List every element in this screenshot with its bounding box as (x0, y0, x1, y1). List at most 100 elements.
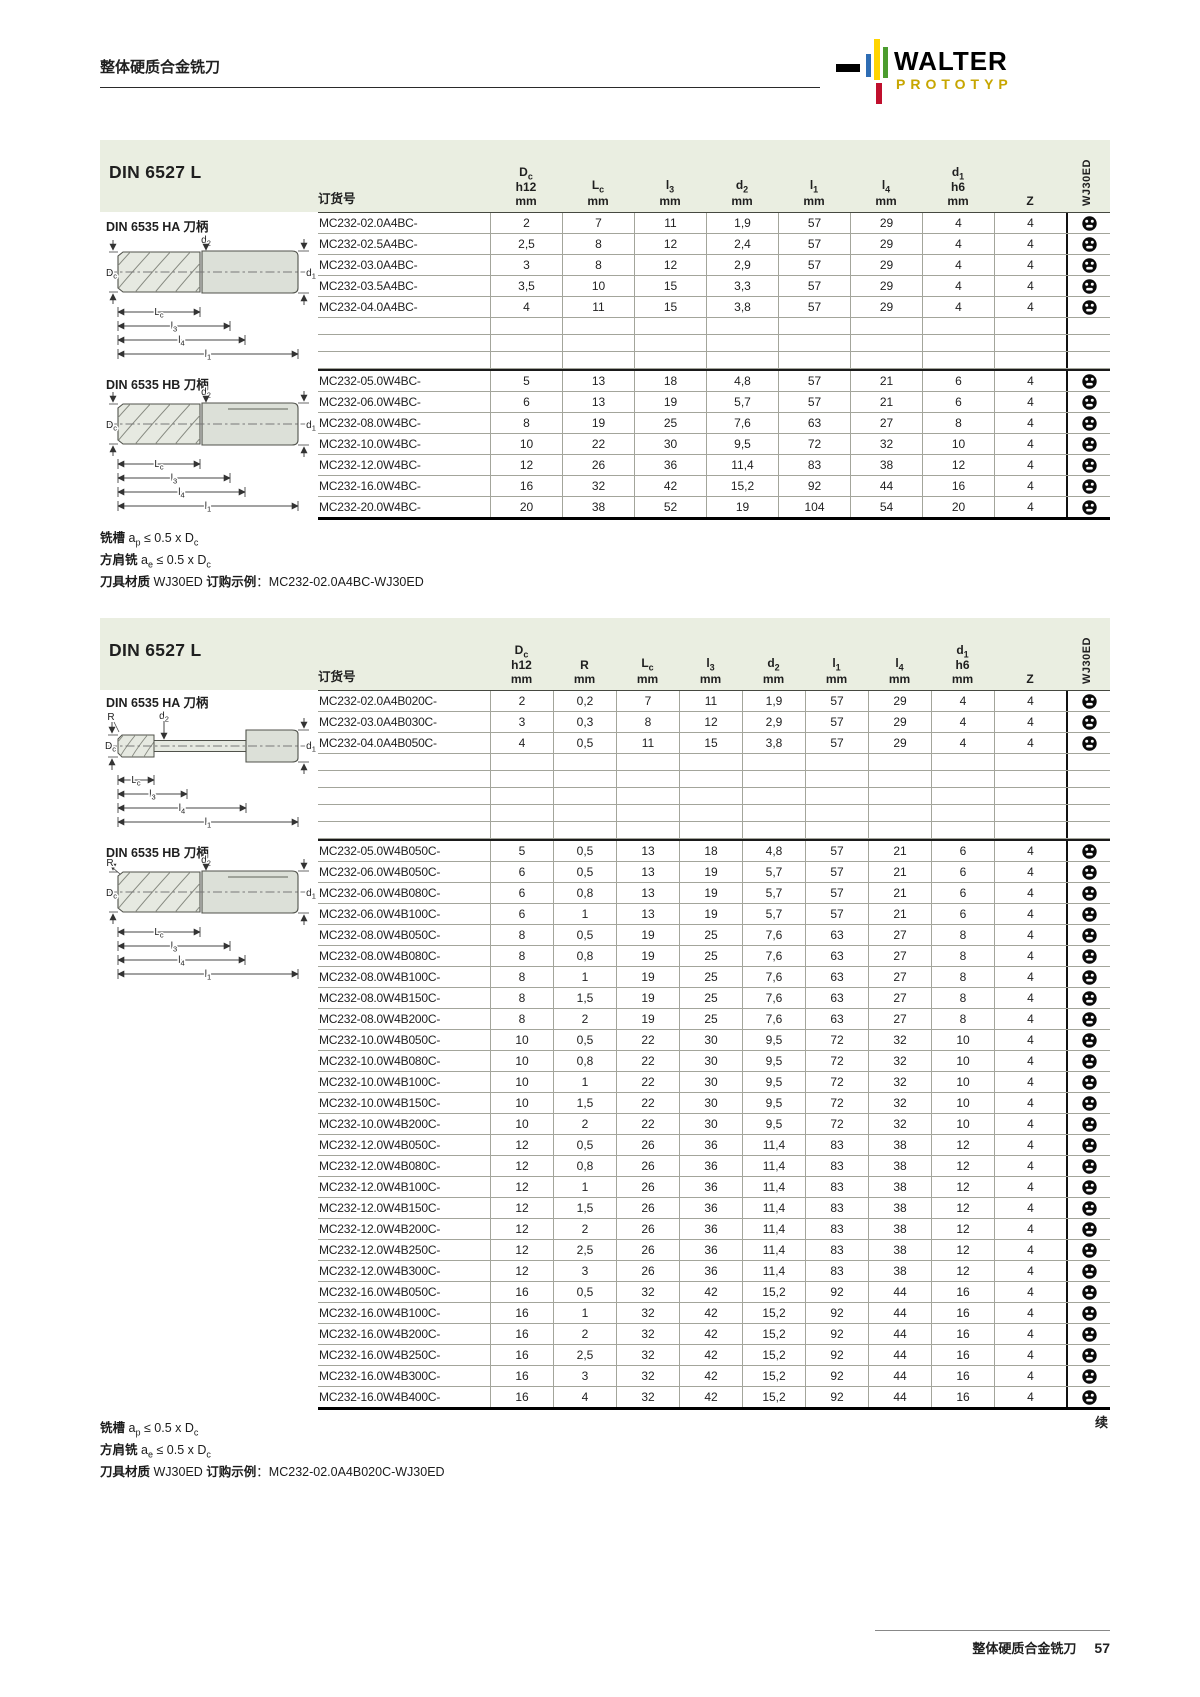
value-cell: 4 (994, 213, 1066, 233)
logo-blue-bar-icon (866, 54, 871, 77)
value-cell: 19 (616, 988, 679, 1008)
column-unit: mm (699, 671, 722, 686)
table-row: MC232-08.0W4B150C- 8 1,5 19 25 7,6 63 27 8 4 (318, 988, 1110, 1009)
value-cell: 12 (490, 1240, 553, 1260)
value-cell (553, 805, 616, 821)
svg-text:Lc: Lc (131, 775, 141, 788)
value-cell: 4,8 (742, 841, 805, 861)
table-row: MC232-02.0A4B020C- 2 0,2 7 11 1,9 57 29 4 4 (318, 691, 1110, 712)
value-cell (994, 352, 1066, 368)
svg-text:Lc: Lc (154, 307, 164, 320)
value-cell: 83 (805, 1261, 868, 1281)
empty-row (318, 352, 1110, 369)
value-cell (490, 788, 553, 804)
value-cell: 4 (994, 434, 1066, 454)
value-cell: 42 (679, 1387, 742, 1407)
logo-subbrand-text: PROTOTYP (896, 76, 1013, 92)
value-cell: 4 (931, 712, 994, 732)
stock-cell (1066, 1114, 1110, 1134)
stock-availability-icon (1081, 885, 1097, 901)
value-cell: 4 (931, 691, 994, 711)
value-cell: 83 (778, 455, 850, 475)
value-cell: 57 (805, 841, 868, 861)
order-number-cell: MC232-16.0W4BC- (319, 479, 421, 493)
value-cell: 4 (994, 1093, 1066, 1113)
value-cell: 5,7 (742, 862, 805, 882)
value-cell: 3,5 (490, 276, 562, 296)
value-cell: 32 (850, 434, 922, 454)
stock-cell (1066, 476, 1110, 496)
svg-text:d2: d2 (201, 387, 211, 400)
value-cell: 10 (490, 1114, 553, 1134)
value-cell: 44 (868, 1387, 931, 1407)
value-cell: 4 (994, 1282, 1066, 1302)
value-cell: 12 (490, 1177, 553, 1197)
stock-cell (1066, 497, 1110, 517)
value-cell (616, 822, 679, 838)
table-note: 方肩铣 ae ≤ 0.5 x Dc (100, 1443, 211, 1460)
value-cell (742, 754, 805, 770)
value-cell: 12 (931, 1135, 994, 1155)
stock-availability-icon (1081, 215, 1097, 231)
stock-availability-icon (1081, 906, 1097, 922)
column-unit: mm (825, 671, 848, 686)
column-header: l3 mm (634, 140, 706, 212)
table-row: MC232-03.0A4B030C- 3 0,3 8 12 2,9 57 29 4 4 (318, 712, 1110, 733)
value-cell: 19 (616, 967, 679, 987)
stock-availability-icon (1081, 927, 1097, 943)
value-cell: 29 (868, 733, 931, 753)
empty-row (318, 788, 1110, 805)
value-cell: 4 (922, 213, 994, 233)
column-unit: mm (587, 193, 609, 208)
value-cell (553, 771, 616, 787)
table-row: MC232-08.0W4B080C- 8 0,8 19 25 7,6 63 27 8 4 (318, 946, 1110, 967)
value-cell: 32 (562, 476, 634, 496)
value-cell: 32 (616, 1345, 679, 1365)
value-cell: 92 (805, 1324, 868, 1344)
value-cell: 8 (616, 712, 679, 732)
order-number-cell: MC232-02.0A4BC- (319, 216, 418, 230)
table-row: MC232-04.0A4BC- 4 11 15 3,8 57 29 4 4 (318, 297, 1110, 318)
column-symbol: l4 (881, 178, 891, 195)
table-row: MC232-16.0W4B400C- 16 4 32 42 15,2 92 44 16 4 (318, 1387, 1110, 1407)
value-cell: 2,4 (706, 234, 778, 254)
value-cell: 4 (994, 1009, 1066, 1029)
stock-cell (1066, 822, 1110, 838)
table-title: DIN 6527 L (109, 640, 202, 660)
value-cell: 38 (562, 497, 634, 517)
value-cell: 2 (553, 1114, 616, 1134)
column-symbol: d2 (735, 178, 749, 195)
value-cell: 8 (922, 413, 994, 433)
value-cell: 57 (805, 904, 868, 924)
svg-text:l3: l3 (149, 789, 155, 802)
table-row: MC232-05.0W4BC- 5 13 18 4,8 57 21 6 4 (318, 369, 1110, 392)
value-cell: 25 (679, 967, 742, 987)
stock-cell (1066, 1324, 1110, 1344)
value-cell: 29 (868, 712, 931, 732)
value-cell: 44 (868, 1324, 931, 1344)
svg-text:R: R (107, 712, 114, 723)
stock-cell (1066, 754, 1110, 770)
value-cell: 8 (931, 1009, 994, 1029)
value-cell: 57 (805, 862, 868, 882)
value-cell: 63 (805, 946, 868, 966)
stock-availability-icon (1081, 1221, 1097, 1237)
value-cell: 2,9 (742, 712, 805, 732)
order-number-cell: MC232-04.0A4BC- (319, 300, 418, 314)
stock-availability-icon (1081, 1095, 1097, 1111)
column-symbol: l4 (895, 656, 904, 673)
value-cell: 7 (616, 691, 679, 711)
value-cell: 42 (679, 1282, 742, 1302)
value-cell: 7 (562, 213, 634, 233)
value-cell: 4 (994, 255, 1066, 275)
column-unit: mm (803, 193, 825, 208)
value-cell: 1,5 (553, 1198, 616, 1218)
column-header: d2 mm (706, 140, 778, 212)
table-row: MC232-02.5A4BC- 2,5 8 12 2,4 57 29 4 4 (318, 234, 1110, 255)
value-cell: 26 (616, 1240, 679, 1260)
stock-cell (1066, 805, 1110, 821)
value-cell: 30 (634, 434, 706, 454)
value-cell: 5 (490, 841, 553, 861)
column-header: d2 mm (742, 618, 805, 690)
shank-type-label: DIN 6535 HA 刀柄 (106, 696, 209, 710)
